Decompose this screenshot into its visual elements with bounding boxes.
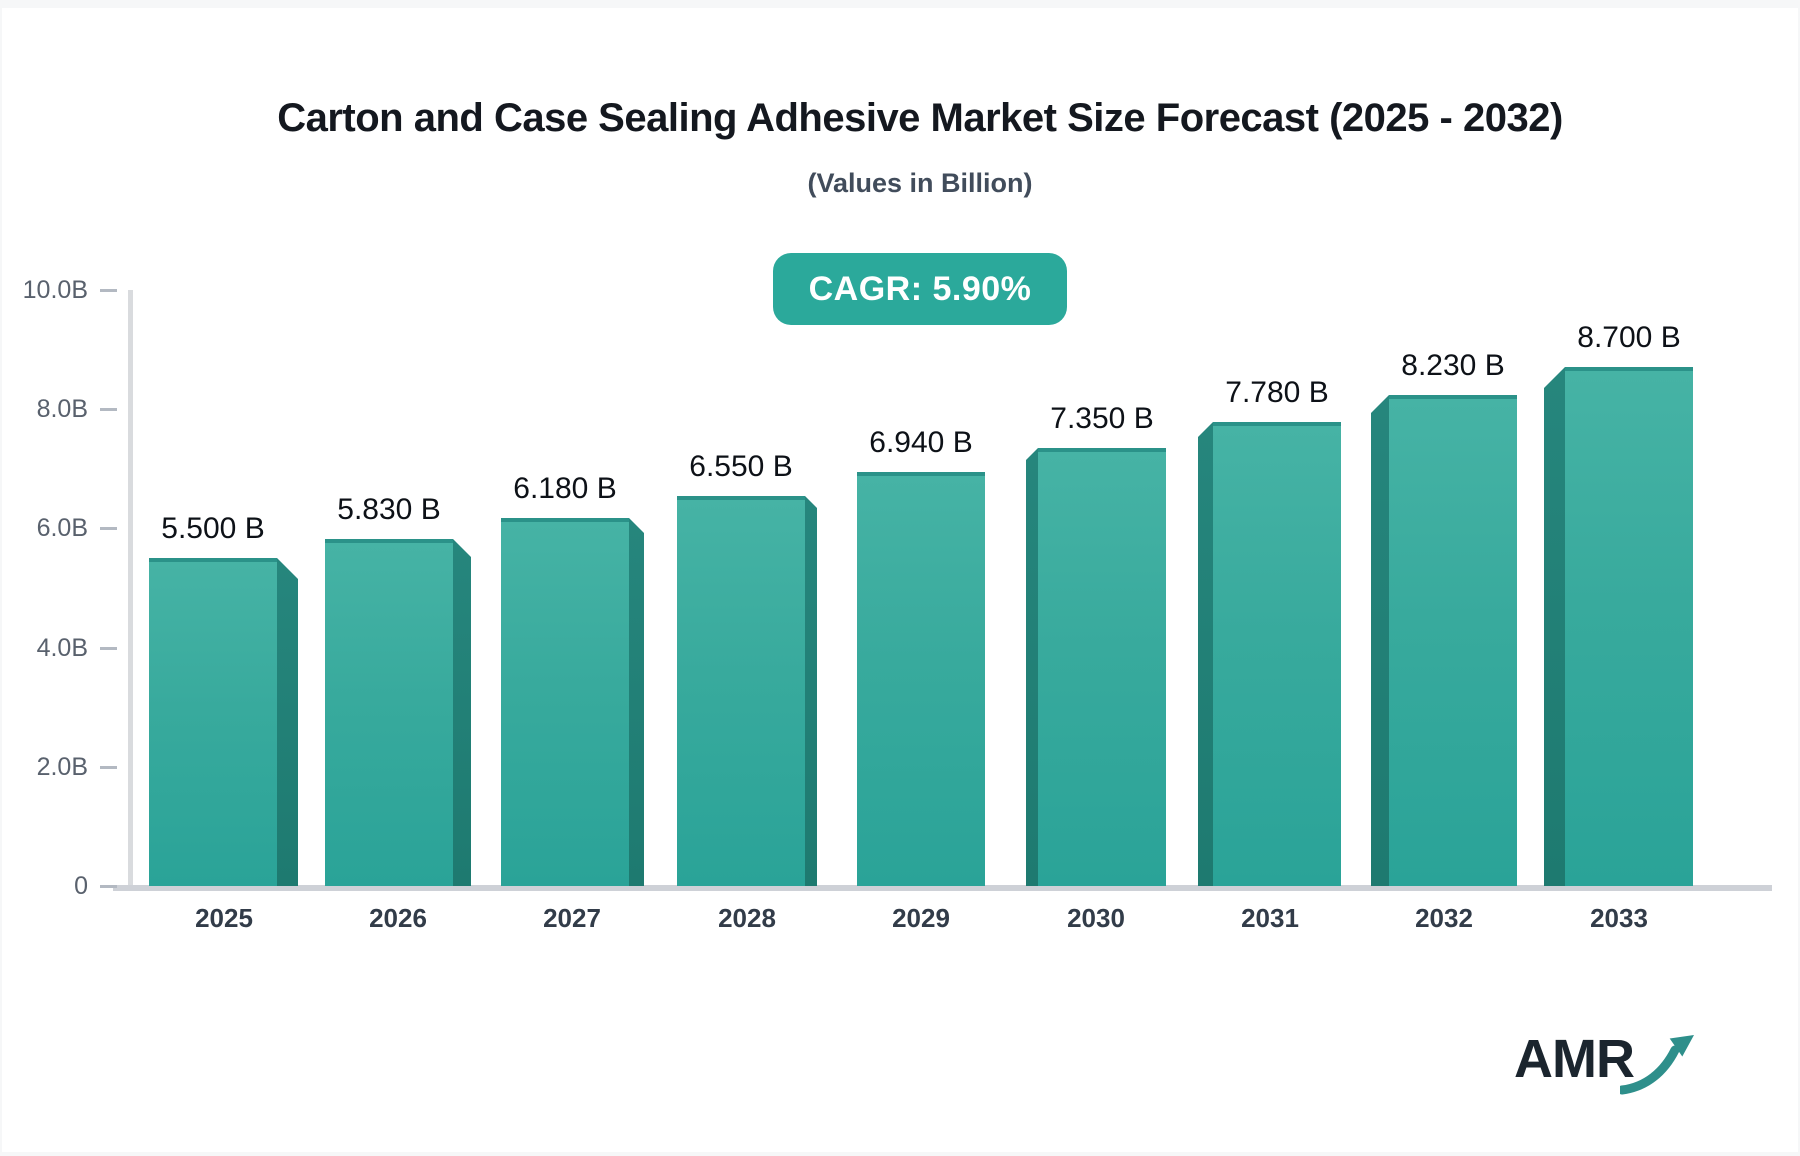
chart-title: Carton and Case Sealing Adhesive Market …	[277, 96, 1563, 140]
y-tick-mark	[100, 765, 117, 769]
bar-face	[1213, 422, 1341, 886]
x-axis-label-2033: 2033	[1590, 903, 1648, 933]
bar-face	[857, 472, 985, 886]
y-tick-label-2.0B: 2.0B	[36, 752, 88, 781]
bar-2026	[325, 539, 471, 886]
bar-2028	[677, 496, 817, 886]
y-tick-label-6.0B: 6.0B	[36, 514, 88, 543]
bar-face	[1565, 367, 1693, 886]
amr-logo: AMR	[1514, 1028, 1698, 1096]
bar-2033	[1544, 367, 1693, 886]
bar-value-label-2033: 8.700 B	[1577, 321, 1681, 354]
bar-value-label-2029: 6.940 B	[869, 426, 973, 459]
y-tick-mark	[100, 408, 117, 412]
y-tick-label-10.0B: 10.0B	[22, 276, 88, 304]
x-axis-label-2029: 2029	[892, 903, 950, 933]
bar-value-label-2030: 7.350 B	[1050, 402, 1154, 435]
y-axis-line	[128, 290, 133, 886]
y-tick-mark	[100, 646, 117, 650]
bar-2030	[1026, 448, 1166, 886]
y-tick-mark	[100, 289, 117, 292]
bar-value-label-2027: 6.180 B	[513, 472, 617, 505]
bar-side-shadow	[805, 496, 817, 886]
bar-value-label-2025: 5.500 B	[161, 512, 265, 545]
x-axis-label-2031: 2031	[1241, 903, 1299, 933]
bar-value-label-2028: 6.550 B	[689, 450, 793, 483]
y-tick-label-8.0B: 8.0B	[36, 395, 88, 424]
bar-2031	[1198, 422, 1341, 886]
chart-subtitle: (Values in Billion)	[807, 168, 1033, 198]
x-axis-label-2026: 2026	[369, 903, 427, 933]
bar-face	[501, 518, 629, 886]
cagr-badge: CAGR: 5.90%	[772, 253, 1068, 325]
bar-value-label-2026: 5.830 B	[337, 493, 441, 526]
y-tick-label-4.0B: 4.0B	[36, 633, 88, 662]
y-tick-mark	[100, 527, 117, 531]
x-axis-label-2030: 2030	[1067, 903, 1125, 933]
bar-face	[325, 539, 453, 886]
bar-value-label-2031: 7.780 B	[1225, 376, 1329, 409]
x-axis-label-2032: 2032	[1415, 903, 1473, 933]
bar-2027	[501, 518, 644, 886]
x-axis-baseline	[113, 885, 1772, 891]
bar-side-shadow	[1198, 422, 1213, 886]
bar-side-shadow	[629, 518, 644, 886]
bar-side-shadow	[453, 539, 471, 886]
bar-value-label-2032: 8.230 B	[1401, 349, 1505, 382]
x-axis-label-2025: 2025	[195, 903, 253, 933]
amr-logo-text: AMR	[1514, 1029, 1635, 1089]
growth-arrow-icon	[1620, 1035, 1694, 1095]
bar-face	[1038, 448, 1166, 886]
bar-side-shadow	[1026, 448, 1038, 886]
bar-2025	[149, 558, 298, 886]
y-tick-mark	[100, 885, 117, 888]
bar-side-shadow	[1544, 367, 1565, 886]
bar-face	[149, 558, 277, 886]
x-axis-label-2028: 2028	[718, 903, 776, 933]
bar-side-shadow	[1371, 395, 1389, 886]
y-tick-label-0: 0	[74, 872, 88, 900]
cagr-badge-wrap: CAGR: 5.90%	[40, 253, 1800, 325]
bar-2029	[857, 472, 985, 886]
bar-side-shadow	[277, 558, 298, 886]
x-axis-label-2027: 2027	[543, 903, 601, 933]
bar-face	[677, 496, 805, 886]
bar-2032	[1371, 395, 1517, 886]
bar-face	[1389, 395, 1517, 886]
